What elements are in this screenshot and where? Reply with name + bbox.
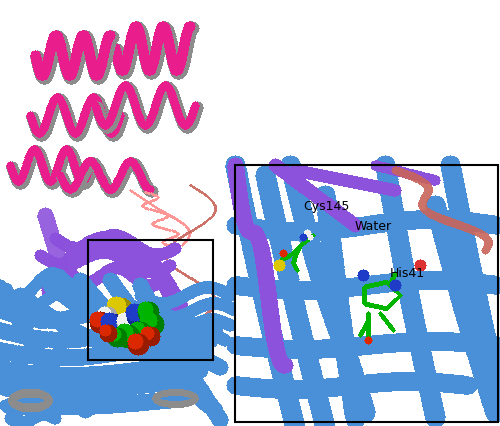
Bar: [88, 240, 213, 360]
Text: Cys145: Cys145: [303, 200, 350, 213]
Text: His41: His41: [390, 267, 425, 280]
Bar: [235, 165, 498, 422]
Text: Water: Water: [355, 220, 392, 233]
